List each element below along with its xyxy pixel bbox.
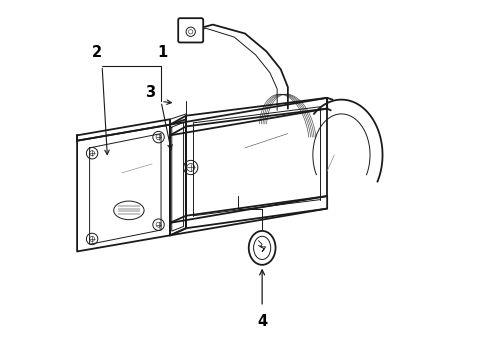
FancyBboxPatch shape [178, 18, 203, 42]
Text: 1: 1 [157, 45, 167, 60]
Text: 2: 2 [92, 45, 102, 60]
Text: 4: 4 [257, 314, 267, 329]
Text: 3: 3 [145, 85, 155, 100]
Ellipse shape [249, 231, 275, 265]
